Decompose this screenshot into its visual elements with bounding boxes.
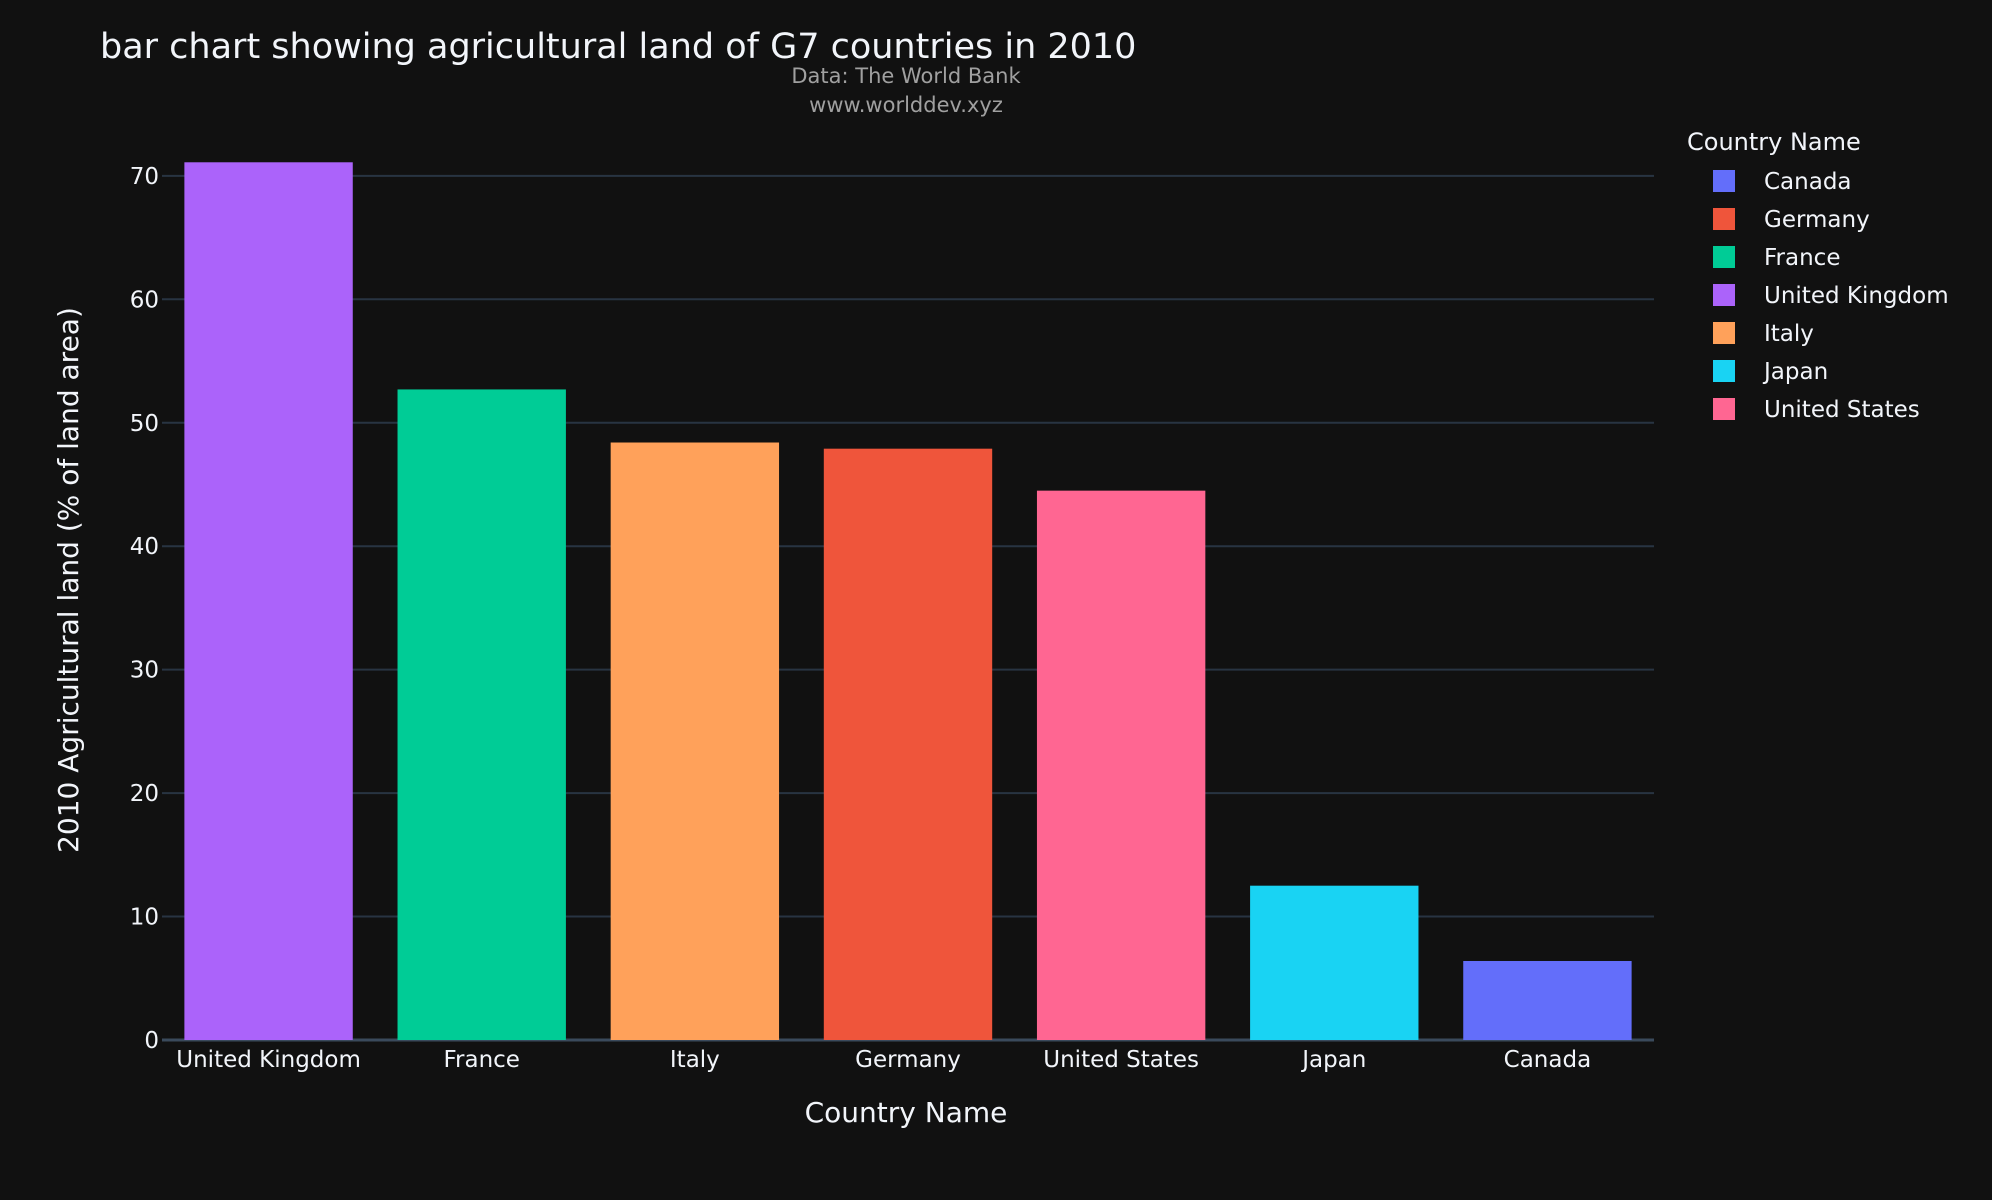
y-tick-labels: 0 10 20 30 40 50 60 70 — [130, 164, 159, 1054]
x-tick-labels: United Kingdom France Italy Germany United S… — [176, 1047, 1591, 1073]
chart-title: bar chart showing agricultural land of G… — [100, 27, 1136, 67]
x-tick-label: Germany — [855, 1047, 961, 1073]
legend-swatch — [1713, 284, 1735, 306]
legend-entry: United Kingdom — [1764, 283, 1949, 309]
y-tick-label: 0 — [144, 1028, 159, 1054]
bar-italy — [610, 442, 780, 1040]
y-tick-label: 20 — [130, 781, 159, 807]
x-axis-label: Country Name — [805, 1096, 1008, 1129]
legend-swatch — [1713, 398, 1735, 420]
legend-entry: Italy — [1764, 321, 1814, 347]
x-tick-label: Italy — [670, 1047, 720, 1073]
y-axis-label: 2010 Agricultural land (% of land area) — [52, 307, 85, 853]
legend-swatch — [1713, 360, 1735, 382]
legend-entry: Japan — [1762, 359, 1828, 385]
x-tick-label: United Kingdom — [176, 1047, 361, 1073]
bar-germany — [823, 448, 993, 1041]
chart-subtitle-source: Data: The World Bank — [791, 64, 1021, 88]
x-tick-label: Canada — [1504, 1047, 1592, 1073]
legend-entry: France — [1764, 245, 1840, 271]
legend: Country Name Canada Germany France United K… — [1687, 128, 1949, 423]
legend-entry: United States — [1764, 397, 1920, 423]
y-tick-label: 30 — [130, 658, 159, 684]
bar-united-states — [1036, 490, 1206, 1041]
y-tick-label: 50 — [130, 411, 159, 437]
x-tick-label: United States — [1043, 1047, 1199, 1073]
y-tick-label: 40 — [130, 534, 159, 560]
chart-subtitle-url: www.worlddev.xyz — [809, 93, 1003, 117]
legend-title: Country Name — [1687, 128, 1861, 156]
bar-japan — [1250, 885, 1419, 1040]
legend-swatch — [1713, 322, 1735, 344]
bar-united-kingdom — [184, 162, 353, 1040]
bar-canada — [1463, 960, 1632, 1040]
legend-entry: Germany — [1764, 207, 1870, 233]
x-tick-label: Japan — [1300, 1047, 1366, 1073]
legend-swatch — [1713, 246, 1735, 268]
y-tick-label: 10 — [130, 905, 159, 931]
legend-swatch — [1713, 170, 1735, 192]
legend-swatch — [1713, 208, 1735, 230]
y-tick-label: 60 — [130, 287, 159, 313]
legend-entry: Canada — [1764, 169, 1852, 195]
x-tick-label: France — [443, 1047, 519, 1073]
bars — [184, 162, 1632, 1041]
bar-france — [397, 389, 566, 1040]
y-tick-label: 70 — [130, 164, 159, 190]
